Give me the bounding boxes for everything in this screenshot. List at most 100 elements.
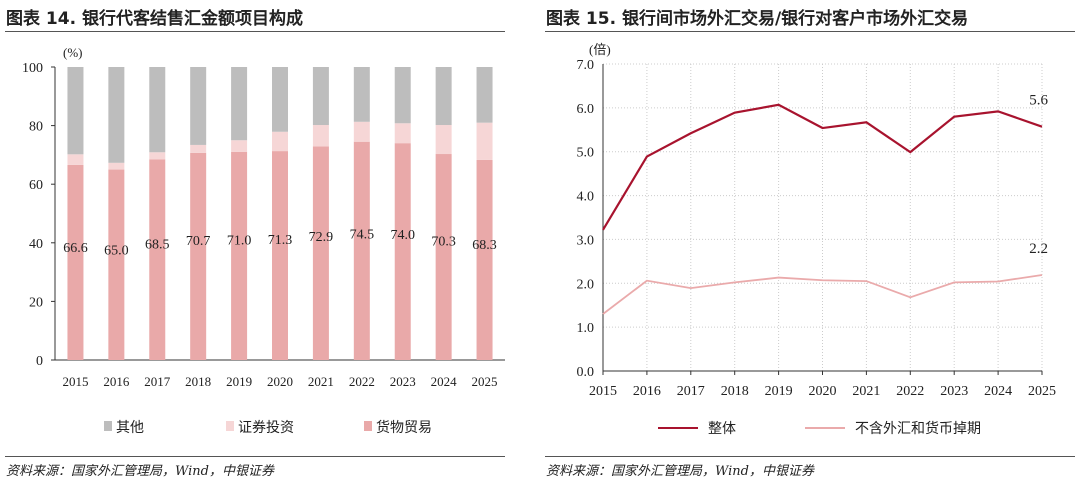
- y-axis-label: (倍): [589, 42, 611, 57]
- bar-证券投资: [108, 162, 125, 170]
- x-tick-label: 2019: [226, 374, 252, 389]
- y-tick-label: 20: [29, 295, 43, 310]
- title-divider: [5, 31, 505, 32]
- y-tick-label: 40: [29, 237, 43, 252]
- data-label: 71.0: [227, 233, 252, 248]
- y-axis-label: (%): [63, 45, 83, 60]
- y-tick-label: 0: [36, 354, 43, 369]
- bar-其他: [272, 67, 288, 132]
- bar-货物贸易: [394, 143, 411, 360]
- data-label: 72.9: [309, 230, 334, 245]
- x-tick-label: 2016: [633, 384, 661, 399]
- chart-title: 图表 14. 银行代客结售汇金额项目构成: [6, 9, 303, 29]
- source-note: 资料来源：国家外汇管理局，Wind，中银证券: [546, 464, 814, 479]
- bar-货物贸易: [231, 151, 248, 360]
- bar-证券投资: [312, 125, 329, 147]
- bar-货物贸易: [476, 159, 493, 360]
- bar-证券投资: [231, 140, 248, 152]
- bar-证券投资: [272, 131, 288, 152]
- bar-其他: [476, 67, 493, 123]
- legend-label: 证券投资: [238, 420, 294, 436]
- x-tick-label: 2022: [349, 374, 375, 389]
- x-tick-label: 2019: [765, 384, 793, 399]
- series-line-整体: [602, 103, 1043, 231]
- bar-其他: [435, 67, 452, 126]
- x-tick-label: 2025: [472, 374, 498, 389]
- bar-证券投资: [394, 123, 411, 144]
- bar-货物贸易: [435, 154, 452, 360]
- x-tick-label: 2024: [984, 384, 1012, 399]
- legend-label: 其他: [116, 420, 144, 436]
- legend-swatch: [104, 421, 112, 431]
- data-label: 70.7: [186, 234, 211, 249]
- x-tick-label: 2017: [677, 384, 705, 399]
- bar-货物贸易: [108, 169, 125, 360]
- bar-证券投资: [476, 122, 493, 160]
- data-label: 66.6: [63, 241, 88, 256]
- bar-证券投资: [190, 144, 207, 153]
- bar-货物贸易: [190, 152, 207, 360]
- bar-其他: [394, 67, 411, 124]
- end-label: 2.2: [1029, 241, 1048, 257]
- y-tick-label: 4.0: [577, 190, 595, 205]
- y-tick-label: 60: [29, 178, 43, 193]
- y-tick-label: 6.0: [577, 102, 595, 117]
- bar-货物贸易: [272, 151, 288, 360]
- right-panel: 图表 15. 银行间市场外汇交易/银行对客户市场外汇交易 0.0 1.0 2.0 3.…: [540, 0, 1080, 488]
- x-tick-label: 2015: [62, 374, 88, 389]
- bar-证券投资: [435, 125, 452, 155]
- data-label: 74.0: [390, 228, 415, 243]
- legend-swatch: [226, 421, 234, 431]
- bar-其他: [108, 67, 125, 163]
- x-tick-label: 2016: [103, 374, 130, 389]
- left-panel: 图表 14. 银行代客结售汇金额项目构成 (%) 0 20 40 60 80 100 2015…: [5, 9, 505, 479]
- data-label: 70.3: [431, 235, 456, 250]
- x-tick-label: 2024: [431, 374, 458, 389]
- x-tick-label: 2021: [308, 374, 334, 389]
- y-tick-label: 1.0: [577, 321, 595, 336]
- end-label: 5.6: [1029, 93, 1048, 109]
- data-label: 68.3: [472, 238, 497, 253]
- bar-其他: [312, 67, 329, 126]
- y-tick-label: 3.0: [577, 233, 595, 248]
- bar-证券投资: [353, 121, 370, 142]
- legend-label: 货物贸易: [376, 419, 432, 436]
- y-tick-label: 80: [29, 120, 43, 135]
- x-tick-label: 2018: [721, 384, 749, 399]
- bar-货物贸易: [353, 141, 370, 360]
- legend-swatch: [364, 421, 372, 431]
- y-tick-label: 2.0: [577, 277, 595, 292]
- y-tick-label: 7.0: [577, 58, 595, 73]
- bar-其他: [67, 67, 84, 155]
- x-tick-label: 2025: [1028, 384, 1056, 399]
- x-tick-label: 2015: [589, 384, 617, 399]
- y-tick-label: 5.0: [577, 146, 595, 161]
- bar-货物贸易: [67, 164, 84, 360]
- x-tick-label: 2020: [267, 374, 293, 389]
- title-divider: [545, 31, 1075, 32]
- data-label: 74.5: [350, 227, 375, 242]
- x-tick-label: 2018: [185, 374, 211, 389]
- legend-label: 整体: [708, 421, 736, 437]
- x-tick-label: 2021: [852, 384, 880, 399]
- bar-证券投资: [67, 154, 84, 165]
- x-tick-label: 2022: [896, 384, 924, 399]
- source-note: 资料来源：国家外汇管理局，Wind，中银证券: [6, 464, 274, 479]
- bar-货物贸易: [312, 146, 329, 360]
- bar-其他: [149, 67, 166, 153]
- x-tick-label: 2023: [940, 384, 968, 399]
- source-divider: [545, 456, 1075, 457]
- series-line-不含外汇和货币掉期: [602, 274, 1043, 315]
- data-label: 65.0: [104, 244, 129, 259]
- source-divider: [5, 456, 505, 457]
- bar-其他: [353, 67, 370, 122]
- bar-货物贸易: [149, 159, 166, 360]
- x-tick-label: 2023: [390, 374, 416, 389]
- bar-其他: [190, 67, 207, 145]
- bar-其他: [231, 67, 248, 141]
- stacked-bar-chart: (%) 0 20 40 60 80 100 2015 66.6 2016 65.0 2017 68.5 2…: [22, 45, 505, 436]
- chart-title: 图表 15. 银行间市场外汇交易/银行对客户市场外汇交易: [546, 9, 969, 29]
- line-chart: 0.0 1.0 2.0 3.0 4.0 5.0 6.0 7.0 2015 2016 2017 2018…: [577, 42, 1057, 437]
- bar-证券投资: [149, 152, 166, 160]
- x-tick-label: 2020: [809, 384, 837, 399]
